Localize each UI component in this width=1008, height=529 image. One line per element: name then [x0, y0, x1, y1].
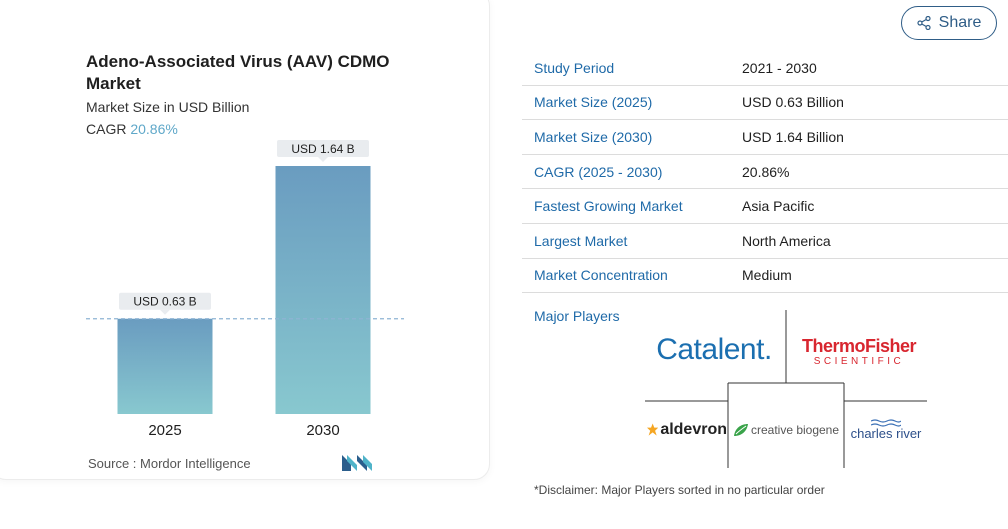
share-button[interactable]: Share [901, 6, 997, 40]
info-value: USD 0.63 Billion [742, 94, 844, 111]
data-label-pointer [318, 157, 328, 162]
creative-biogene-logo: creative biogene [729, 418, 843, 442]
catalent-logo: Catalent. [645, 330, 783, 370]
chart-cagr: CAGR 20.86% [86, 121, 178, 137]
info-value: 20.86% [742, 163, 790, 180]
x-tick-label: 2025 [148, 422, 181, 439]
info-label[interactable]: Largest Market [534, 232, 628, 249]
charles-river-logo-text: charles river [850, 426, 922, 441]
aldevron-flame-icon [647, 423, 659, 436]
data-label-bg [277, 140, 369, 157]
major-players-logos: Catalent. ThermoFisher SCIENTIFIC aldevr… [645, 308, 935, 470]
creative-biogene-leaf-icon [733, 424, 748, 436]
info-row-cagr: CAGR (2025 - 2030) 20.86% [522, 155, 1008, 190]
info-row-market-concentration: Market Concentration Medium [522, 259, 1008, 294]
info-value: Medium [742, 267, 792, 284]
info-label[interactable]: Fastest Growing Market [534, 198, 683, 215]
info-value: USD 1.64 Billion [742, 128, 844, 145]
info-row-study-period: Study Period 2021 - 2030 [522, 51, 1008, 86]
thermofisher-logo: ThermoFisher SCIENTIFIC [793, 332, 925, 372]
data-label-pointer [160, 309, 170, 315]
catalent-logo-text: Catalent. [656, 333, 772, 366]
charles-river-logo: charles river [845, 414, 927, 446]
info-label[interactable]: Market Size (2030) [534, 128, 653, 145]
data-label: USD 1.64 B [291, 142, 354, 156]
info-row-market-size-2025: Market Size (2025) USD 0.63 Billion [522, 86, 1008, 121]
mordor-intelligence-logo-icon [342, 455, 372, 471]
bar-chart: USD 0.63 B 2025 USD 1.64 B 2030 [86, 140, 404, 439]
source-note: Source : Mordor Intelligence [88, 456, 251, 471]
info-value: Asia Pacific [742, 198, 815, 215]
info-row-fastest-growing: Fastest Growing Market Asia Pacific [522, 189, 1008, 224]
chart-title: Adeno-Associated Virus (AAV) CDMO Market [86, 52, 390, 93]
aldevron-logo: aldevron [647, 416, 727, 444]
bar-2025 [117, 318, 213, 414]
x-tick-label: 2030 [306, 422, 339, 439]
chart-subtitle: Market Size in USD Billion [86, 99, 250, 115]
info-label[interactable]: Market Size (2025) [534, 94, 653, 111]
charles-river-waves-icon [871, 419, 901, 427]
cagr-label: CAGR [86, 121, 127, 137]
cagr-value: 20.86% [130, 121, 178, 137]
chart-card [0, 0, 490, 480]
info-label[interactable]: CAGR (2025 - 2030) [534, 163, 663, 180]
data-label: USD 0.63 B [133, 295, 196, 309]
share-icon [917, 16, 931, 30]
info-value: 2021 - 2030 [742, 59, 817, 76]
share-label: Share [938, 14, 982, 31]
thermofisher-logo-top: ThermoFisher [801, 336, 917, 356]
aldevron-logo-text: aldevron [660, 421, 727, 438]
thermofisher-logo-bottom: SCIENTIFIC [813, 356, 905, 367]
info-row-largest-market: Largest Market North America [522, 224, 1008, 259]
market-info-table: Study Period 2021 - 2030 Market Size (20… [522, 51, 1008, 294]
info-label[interactable]: Market Concentration [534, 267, 668, 284]
info-value: North America [742, 232, 831, 249]
info-label[interactable]: Study Period [534, 59, 615, 76]
players-grid-lines [645, 310, 927, 468]
disclaimer: *Disclaimer: Major Players sorted in no … [534, 483, 825, 497]
major-players-label: Major Players [534, 308, 620, 324]
creative-biogene-logo-text: creative biogene [750, 423, 840, 437]
data-label-bg [119, 292, 211, 310]
info-row-market-size-2030: Market Size (2030) USD 1.64 Billion [522, 120, 1008, 155]
bar-2030 [275, 166, 371, 414]
